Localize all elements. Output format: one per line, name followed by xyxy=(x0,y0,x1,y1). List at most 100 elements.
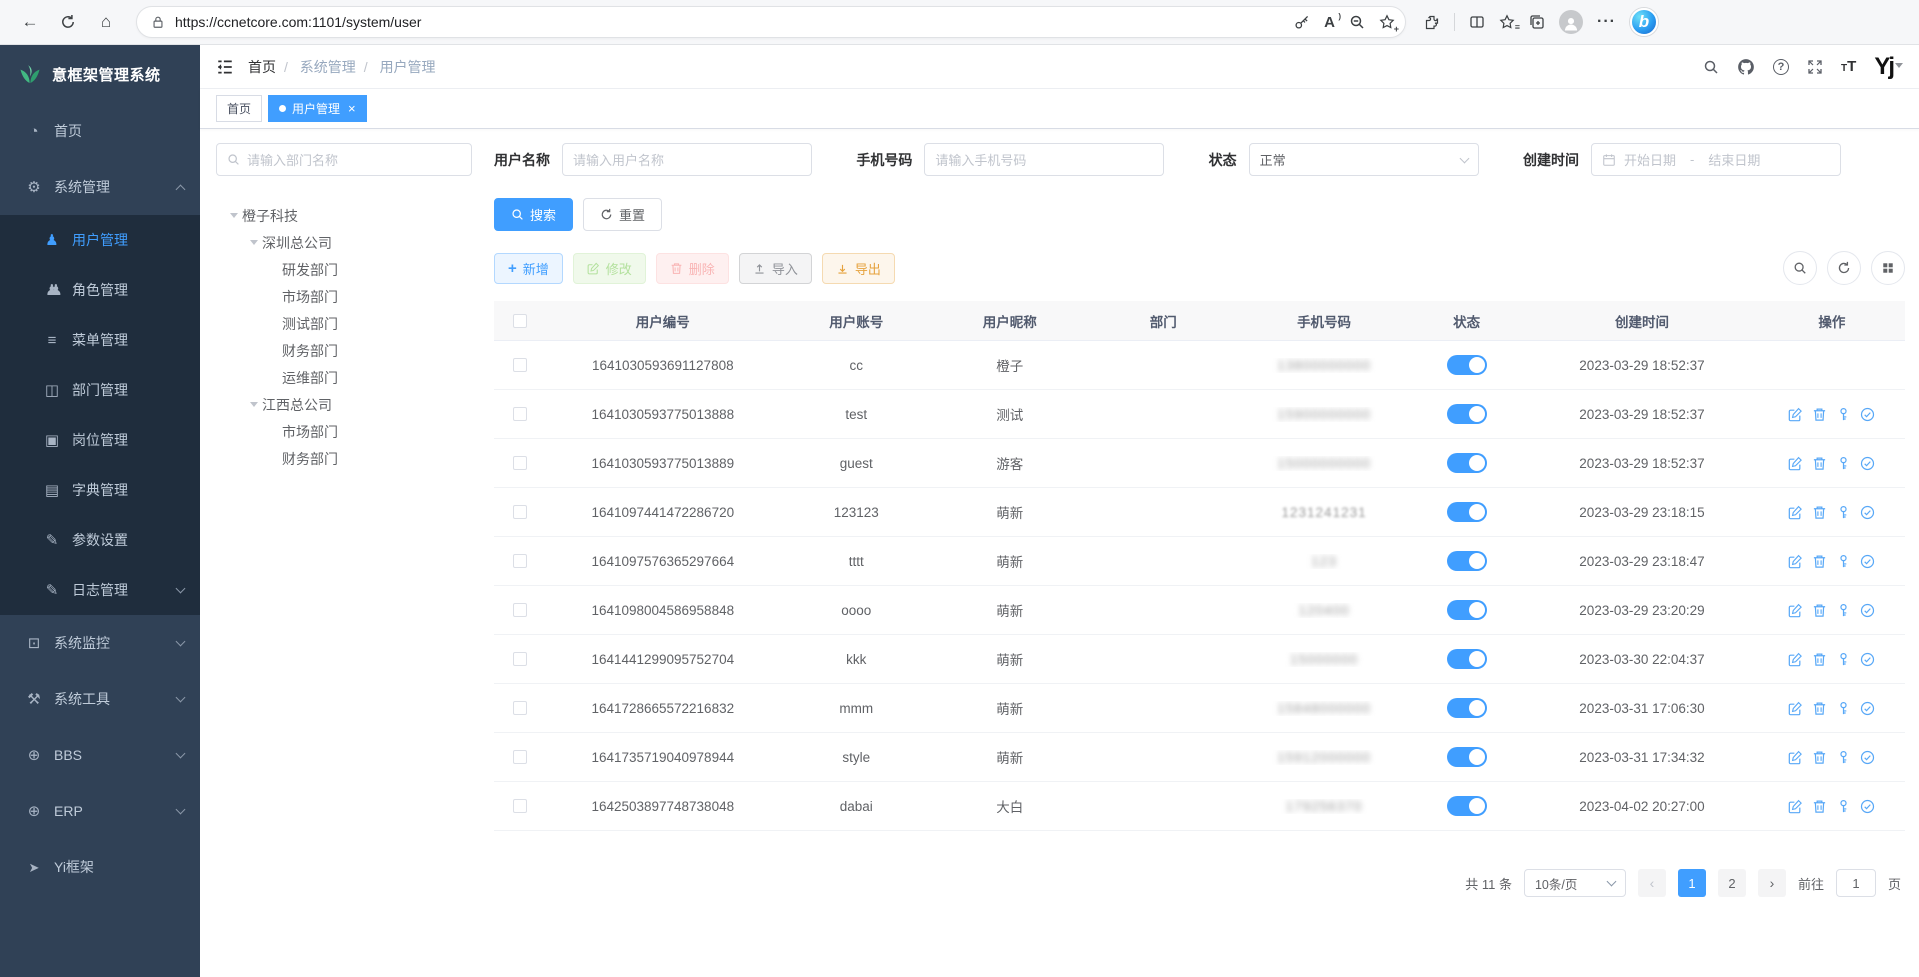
row-assign-role-icon[interactable] xyxy=(1860,554,1875,569)
row-delete-icon[interactable] xyxy=(1812,652,1827,667)
sidebar-item[interactable]: 菜单管理 xyxy=(0,315,200,365)
browser-back-button[interactable]: ← xyxy=(21,12,39,31)
add-button[interactable]: + 新增 xyxy=(494,252,563,284)
zoom-out-icon[interactable] xyxy=(1349,14,1365,30)
row-assign-role-icon[interactable] xyxy=(1860,407,1875,422)
extensions-icon[interactable] xyxy=(1424,14,1440,30)
browser-home-button[interactable]: ⌂ xyxy=(100,12,112,31)
row-delete-icon[interactable] xyxy=(1812,750,1827,765)
row-reset-password-icon[interactable] xyxy=(1836,407,1851,422)
sidebar-fold-icon[interactable] xyxy=(216,58,234,76)
export-button[interactable]: 导出 xyxy=(821,252,895,284)
table-search-toggle-button[interactable] xyxy=(1783,251,1817,285)
username-input[interactable]: 请输入用户名称 xyxy=(562,143,812,176)
status-toggle[interactable] xyxy=(1446,600,1487,620)
row-delete-icon[interactable] xyxy=(1812,505,1827,520)
row-reset-password-icon[interactable] xyxy=(1836,701,1851,716)
row-reset-password-icon[interactable] xyxy=(1836,505,1851,520)
browser-menu-icon[interactable]: ··· xyxy=(1597,13,1616,30)
sidebar-item[interactable]: BBS xyxy=(0,727,200,783)
view-tab[interactable]: 用户管理 × xyxy=(268,95,367,122)
sidebar-item[interactable]: 系统工具 xyxy=(0,671,200,727)
row-edit-icon[interactable] xyxy=(1788,456,1803,471)
select-all-checkbox[interactable] xyxy=(513,313,527,328)
password-key-icon[interactable] xyxy=(1294,14,1310,30)
status-toggle[interactable] xyxy=(1446,551,1487,571)
row-reset-password-icon[interactable] xyxy=(1836,652,1851,667)
breadcrumb-item[interactable]: / 首页 xyxy=(248,58,276,75)
row-checkbox[interactable] xyxy=(513,554,527,568)
view-tab[interactable]: 首页 × xyxy=(216,95,263,122)
caret-down-icon[interactable] xyxy=(1895,62,1903,68)
row-assign-role-icon[interactable] xyxy=(1860,799,1875,814)
tree-node[interactable]: 测试部门 xyxy=(216,310,472,337)
add-favorite-icon[interactable]: + xyxy=(1379,13,1399,34)
row-edit-icon[interactable] xyxy=(1788,505,1803,520)
row-checkbox[interactable] xyxy=(513,701,527,715)
reset-button[interactable]: 重置 xyxy=(583,198,663,231)
sidebar-item[interactable]: 系统监控 xyxy=(0,615,200,671)
sidebar-item[interactable]: ERP xyxy=(0,783,200,839)
tree-node[interactable]: 市场部门 xyxy=(216,418,472,445)
row-delete-icon[interactable] xyxy=(1812,554,1827,569)
phone-input[interactable]: 请输入手机号码 xyxy=(924,143,1165,176)
fullscreen-icon[interactable] xyxy=(1807,59,1823,75)
row-assign-role-icon[interactable] xyxy=(1860,603,1875,618)
date-range-picker[interactable]: 开始日期 - 结束日期 xyxy=(1590,143,1841,176)
row-delete-icon[interactable] xyxy=(1812,701,1827,716)
row-edit-icon[interactable] xyxy=(1788,701,1803,716)
row-checkbox[interactable] xyxy=(513,750,527,764)
sidebar-item[interactable]: 部门管理 xyxy=(0,365,200,415)
sidebar-item[interactable]: 系统管理 xyxy=(0,159,200,215)
edit-button[interactable]: 修改 xyxy=(572,252,646,284)
row-edit-icon[interactable] xyxy=(1788,407,1803,422)
bing-chat-icon[interactable]: b xyxy=(1629,8,1658,36)
status-toggle[interactable] xyxy=(1446,404,1487,424)
row-checkbox[interactable] xyxy=(513,505,527,519)
read-aloud-icon[interactable]: A) xyxy=(1324,11,1341,31)
status-select[interactable]: 正常 xyxy=(1248,143,1479,176)
goto-page-input[interactable]: 1 xyxy=(1835,869,1876,897)
prev-page-button[interactable]: ‹ xyxy=(1637,869,1666,897)
status-toggle[interactable] xyxy=(1446,649,1487,669)
browser-refresh-button[interactable] xyxy=(52,6,84,38)
sidebar-item[interactable]: 角色管理 xyxy=(0,265,200,315)
sidebar-item[interactable]: 岗位管理 xyxy=(0,415,200,465)
sidebar-item[interactable]: 字典管理 xyxy=(0,465,200,515)
next-page-button[interactable]: › xyxy=(1757,869,1786,897)
sidebar-item[interactable]: 参数设置 xyxy=(0,515,200,565)
font-size-icon[interactable]: TT xyxy=(1841,57,1857,75)
table-refresh-button[interactable] xyxy=(1827,251,1861,285)
row-edit-icon[interactable] xyxy=(1788,554,1803,569)
row-checkbox[interactable] xyxy=(513,456,527,470)
app-logo[interactable]: 意框架管理系统 xyxy=(0,45,200,103)
delete-button[interactable]: 删除 xyxy=(655,252,729,284)
status-toggle[interactable] xyxy=(1446,698,1487,718)
row-edit-icon[interactable] xyxy=(1788,750,1803,765)
url-text[interactable]: https://ccnetcore.com:1101/system/user xyxy=(175,14,422,30)
row-assign-role-icon[interactable] xyxy=(1860,652,1875,667)
favorites-icon[interactable]: ≡ xyxy=(1499,13,1520,32)
status-toggle[interactable] xyxy=(1446,502,1487,522)
sidebar-item[interactable]: Yi框架 xyxy=(0,839,200,895)
expand-arrow-icon[interactable] xyxy=(250,402,258,407)
address-bar[interactable]: https://ccnetcore.com:1101/system/user A… xyxy=(136,6,1406,38)
row-reset-password-icon[interactable] xyxy=(1836,554,1851,569)
row-checkbox[interactable] xyxy=(513,652,527,666)
column-settings-button[interactable] xyxy=(1871,251,1905,285)
row-assign-role-icon[interactable] xyxy=(1860,456,1875,471)
tree-node[interactable]: 财务部门 xyxy=(216,445,472,472)
row-reset-password-icon[interactable] xyxy=(1836,799,1851,814)
breadcrumb-item[interactable]: / 系统管理 xyxy=(284,58,356,75)
tree-node[interactable]: 橙子科技 xyxy=(216,202,472,229)
row-delete-icon[interactable] xyxy=(1812,456,1827,471)
github-icon[interactable] xyxy=(1737,58,1755,76)
tree-node[interactable]: 市场部门 xyxy=(216,283,472,310)
row-checkbox[interactable] xyxy=(513,603,527,617)
tree-node[interactable]: 深圳总公司 xyxy=(216,229,472,256)
expand-arrow-icon[interactable] xyxy=(230,213,238,218)
row-reset-password-icon[interactable] xyxy=(1836,603,1851,618)
expand-arrow-icon[interactable] xyxy=(250,240,258,245)
row-reset-password-icon[interactable] xyxy=(1836,750,1851,765)
search-icon[interactable] xyxy=(1703,59,1719,75)
